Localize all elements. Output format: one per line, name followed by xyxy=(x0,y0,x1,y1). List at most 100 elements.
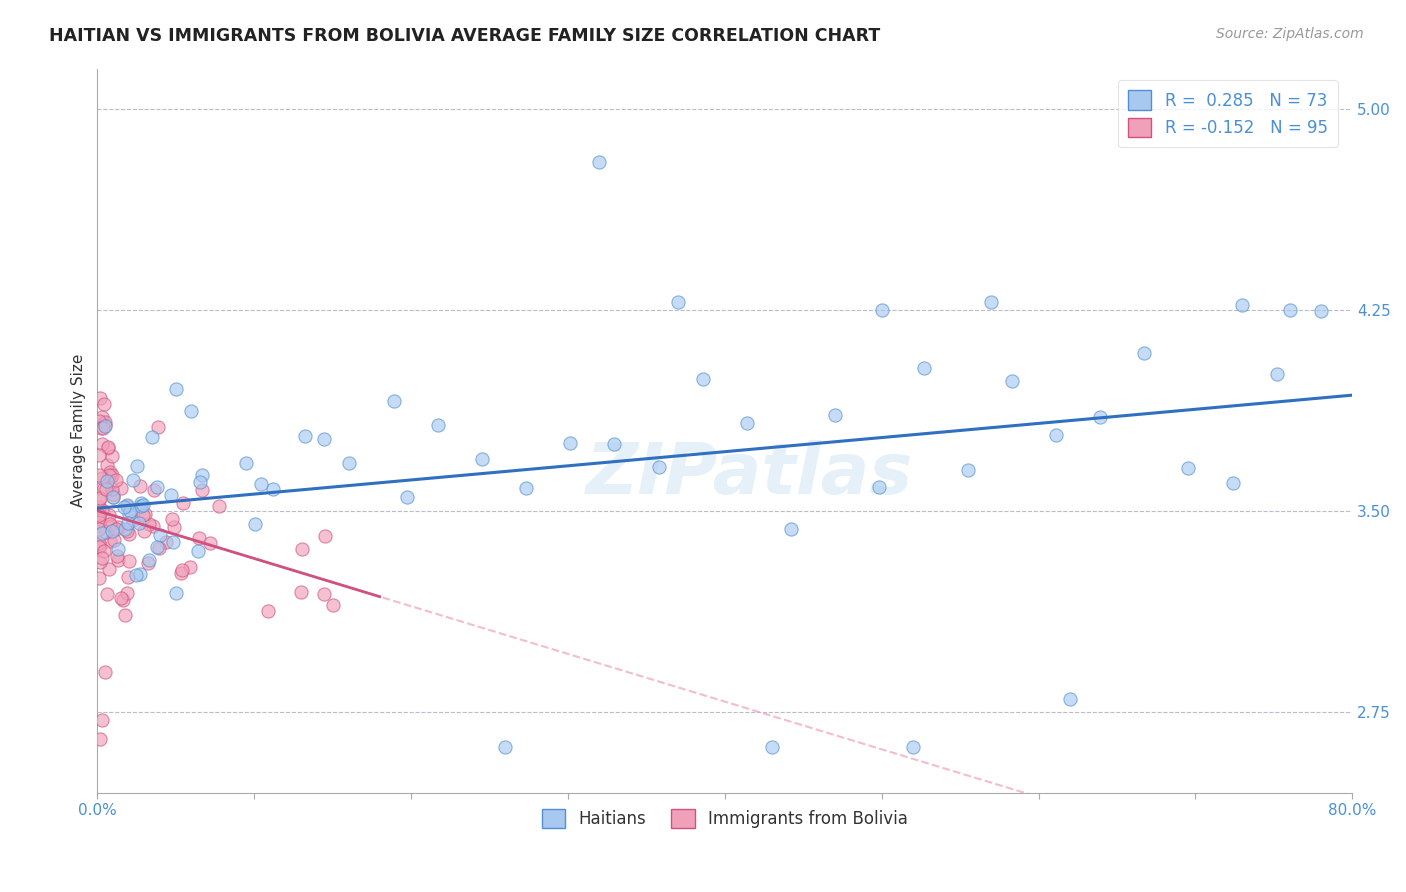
Point xyxy=(471,451,494,466)
Point xyxy=(117,586,139,600)
Point xyxy=(1232,297,1254,311)
Point xyxy=(138,516,160,531)
Point xyxy=(980,294,1002,309)
Point xyxy=(250,476,273,491)
Point xyxy=(87,448,110,462)
Point xyxy=(87,510,110,524)
Point xyxy=(170,566,193,580)
Point xyxy=(257,604,280,618)
Point xyxy=(107,553,129,567)
Point xyxy=(107,541,129,556)
Point xyxy=(91,420,114,434)
Point xyxy=(105,549,128,563)
Point xyxy=(1222,475,1244,490)
Point xyxy=(114,522,136,536)
Text: ZIPatlas: ZIPatlas xyxy=(586,440,914,508)
Point xyxy=(98,516,121,531)
Point xyxy=(761,740,783,755)
Point xyxy=(160,488,183,502)
Point xyxy=(128,516,150,530)
Point xyxy=(155,534,177,549)
Point xyxy=(187,531,209,545)
Point xyxy=(96,458,118,472)
Point xyxy=(118,507,141,521)
Point xyxy=(103,490,125,504)
Point xyxy=(87,492,110,507)
Point xyxy=(912,360,935,375)
Point xyxy=(98,562,121,576)
Point xyxy=(160,511,183,525)
Point xyxy=(165,382,187,396)
Point xyxy=(87,536,110,550)
Point xyxy=(1001,374,1024,388)
Point xyxy=(96,474,118,488)
Point xyxy=(93,397,115,411)
Point xyxy=(87,515,110,529)
Point xyxy=(91,526,114,541)
Point xyxy=(191,468,214,483)
Point xyxy=(115,499,138,513)
Point xyxy=(1278,302,1301,317)
Point xyxy=(560,436,582,450)
Point xyxy=(162,534,184,549)
Point xyxy=(89,500,111,514)
Point xyxy=(101,449,124,463)
Point xyxy=(901,740,924,755)
Point xyxy=(101,491,124,505)
Point xyxy=(134,524,156,538)
Point xyxy=(314,587,336,601)
Point xyxy=(262,483,284,497)
Point xyxy=(103,533,125,548)
Point xyxy=(312,432,335,446)
Point xyxy=(1088,410,1111,425)
Point xyxy=(200,536,222,550)
Point xyxy=(91,471,114,485)
Point xyxy=(118,527,141,541)
Point xyxy=(91,713,114,727)
Point xyxy=(291,541,314,556)
Point xyxy=(314,529,336,543)
Point xyxy=(235,456,257,470)
Point xyxy=(121,513,143,527)
Point xyxy=(692,372,714,386)
Point xyxy=(129,499,152,513)
Point xyxy=(172,563,194,577)
Point xyxy=(148,541,170,556)
Point xyxy=(105,523,128,537)
Point xyxy=(1133,346,1156,360)
Point xyxy=(90,551,112,566)
Point xyxy=(127,458,149,473)
Point xyxy=(89,731,111,746)
Point xyxy=(1177,461,1199,475)
Point xyxy=(134,507,156,521)
Point xyxy=(868,480,890,494)
Point xyxy=(112,500,135,514)
Y-axis label: Average Family Size: Average Family Size xyxy=(72,354,86,508)
Point xyxy=(1265,367,1288,381)
Point xyxy=(382,394,405,409)
Point xyxy=(146,541,169,555)
Point xyxy=(94,419,117,434)
Point xyxy=(162,520,184,534)
Point xyxy=(96,440,118,454)
Point xyxy=(290,584,312,599)
Point xyxy=(93,415,115,429)
Point xyxy=(114,608,136,623)
Point xyxy=(180,404,202,418)
Point xyxy=(956,463,979,477)
Point xyxy=(515,481,537,495)
Point xyxy=(603,437,626,451)
Point xyxy=(190,483,212,497)
Point xyxy=(89,491,111,506)
Point xyxy=(129,496,152,510)
Point xyxy=(322,598,344,612)
Point xyxy=(110,481,132,495)
Point xyxy=(780,523,803,537)
Point xyxy=(104,473,127,487)
Point xyxy=(824,408,846,422)
Text: HAITIAN VS IMMIGRANTS FROM BOLIVIA AVERAGE FAMILY SIZE CORRELATION CHART: HAITIAN VS IMMIGRANTS FROM BOLIVIA AVERA… xyxy=(49,27,880,45)
Point xyxy=(98,508,121,523)
Point xyxy=(87,467,110,482)
Point xyxy=(97,442,120,456)
Point xyxy=(179,560,201,574)
